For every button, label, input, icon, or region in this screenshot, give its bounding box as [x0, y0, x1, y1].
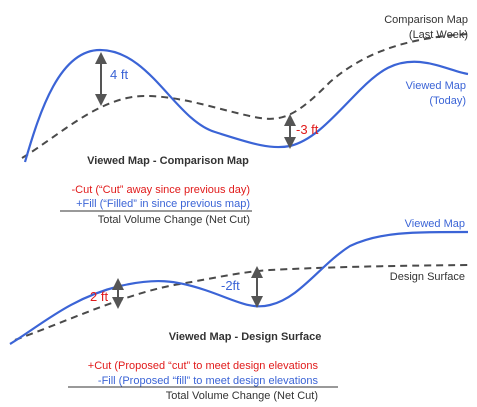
bottom-fill-line: -Fill (Proposed “fill” to meet design el… — [98, 375, 319, 387]
top-cut-line: -Cut (“Cut” away since previous day) — [71, 184, 250, 196]
diff-label-2ft: 2 ft — [90, 289, 108, 304]
design-surface-label: Design Surface — [390, 271, 465, 283]
diff-label-up: 4 ft — [110, 67, 128, 82]
diff-label-down: -3 ft — [296, 122, 319, 137]
viewed-map-curve-top — [23, 48, 469, 163]
comparison-map-curve — [21, 33, 469, 159]
top-total-line: Total Volume Change (Net Cut) — [98, 214, 250, 226]
bottom-total-line: Total Volume Change (Net Cut) — [166, 390, 318, 402]
viewed-map-label-top: Viewed Map — [406, 80, 466, 92]
comparison-map-label: Comparison Map — [384, 14, 468, 26]
design-surface-curve — [14, 264, 469, 341]
bottom-cut-line: +Cut (Proposed “cut” to meet design elev… — [88, 360, 319, 372]
top-fill-line: +Fill (“Filled” in since previous map) — [76, 198, 250, 210]
viewed-map-curve-bottom — [9, 230, 469, 345]
viewed-map-sublabel-top: (Today) — [429, 95, 466, 107]
diff-label-neg2ft: -2ft — [221, 278, 240, 293]
top-panel-title: Viewed Map - Comparison Map — [87, 155, 249, 167]
viewed-map-label-bottom: Viewed Map — [405, 218, 465, 230]
comparison-map-sublabel: (Last Week) — [409, 29, 468, 41]
bottom-panel-title: Viewed Map - Design Surface — [169, 331, 322, 343]
